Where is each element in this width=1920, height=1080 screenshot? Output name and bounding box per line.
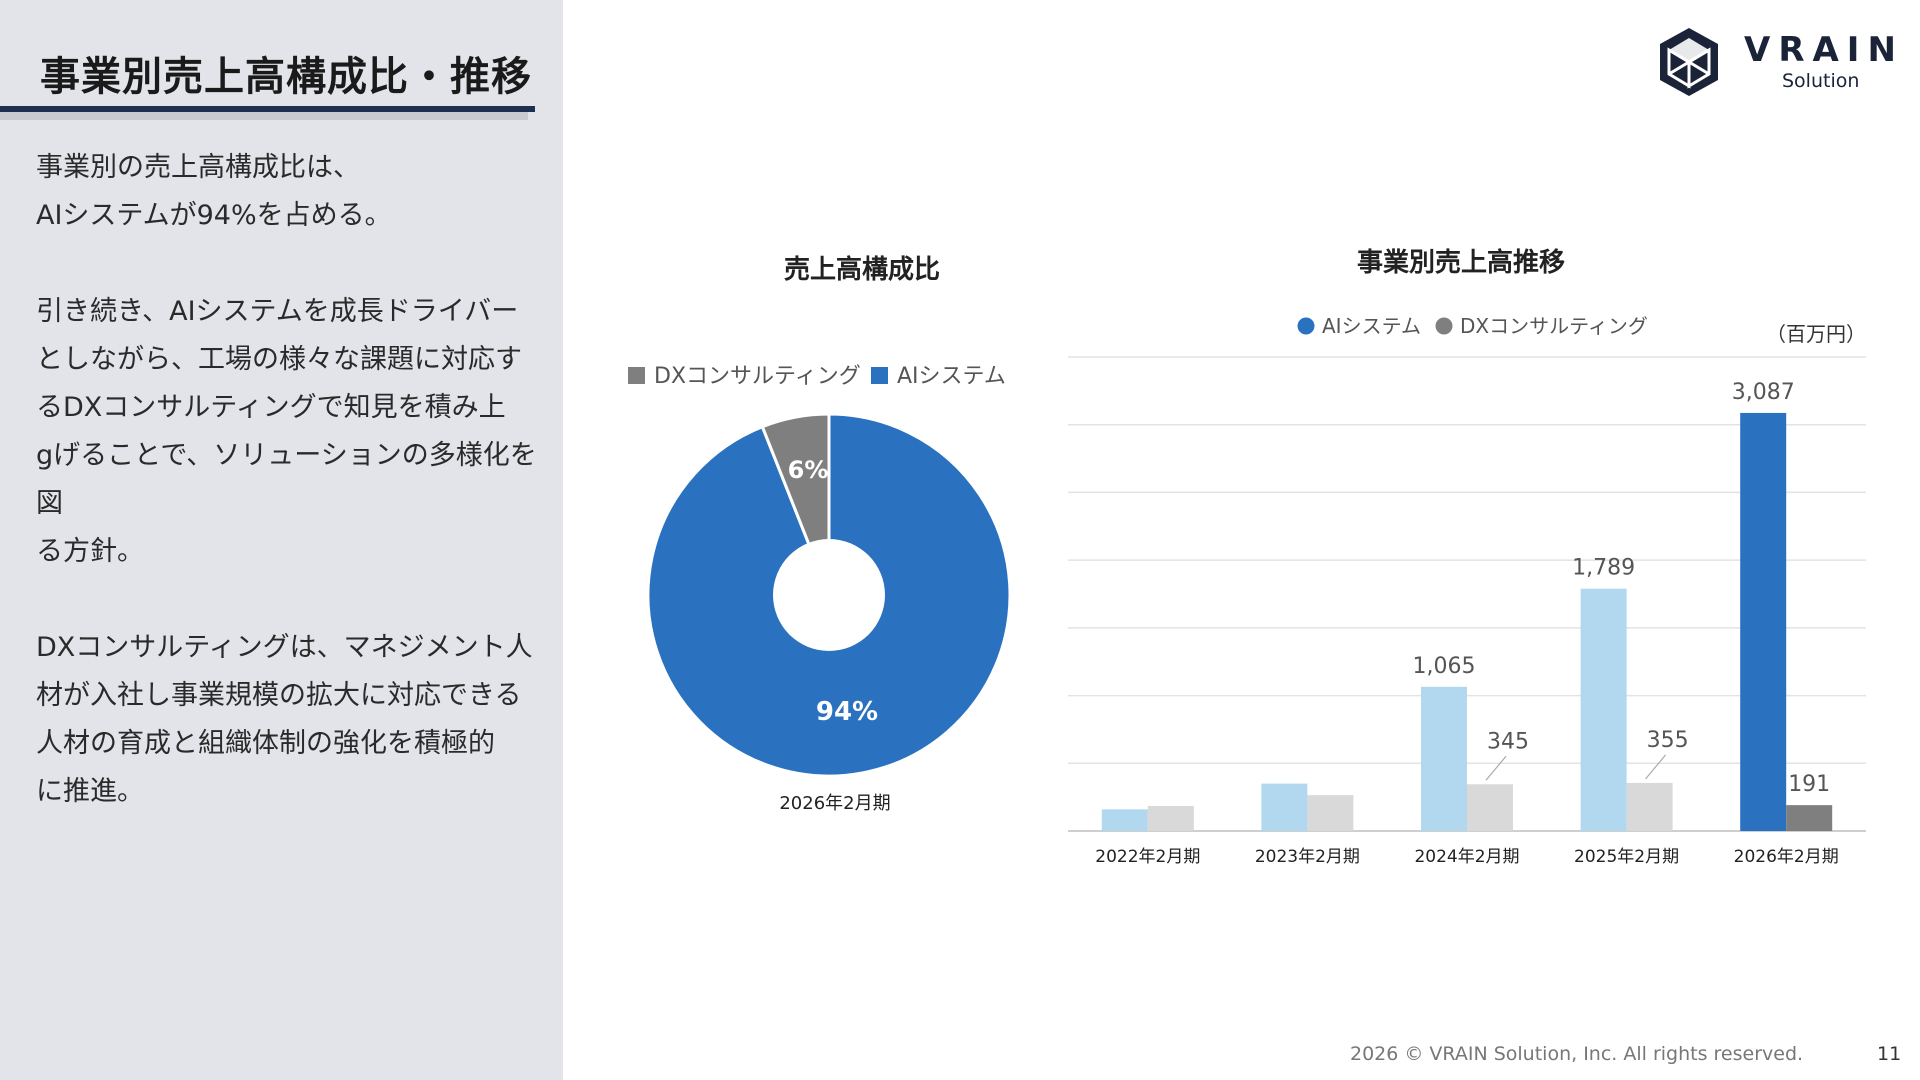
- bar-value-label: 3,087: [1732, 380, 1795, 405]
- logo-sub: Solution: [1782, 70, 1860, 92]
- bar-label-leader: [1645, 754, 1667, 780]
- bar-value-label: 355: [1647, 728, 1689, 753]
- pie-chart-title: 売上高構成比: [784, 254, 940, 285]
- vrain-logo-icon: [1660, 28, 1718, 96]
- description-paragraph-2: 引き続き、AIシステムを成長ドライバー としながら、工場の様々な課題に対応す る…: [36, 296, 537, 567]
- bar-value-label: 1,065: [1413, 654, 1476, 679]
- bar-dx-3: [1626, 782, 1673, 831]
- pie-legend-label-ai: AIシステム: [897, 364, 1006, 389]
- bar-category-label: 2024年2月期: [1414, 847, 1519, 867]
- bar-label-leader: [1485, 755, 1507, 781]
- bar-legend-label-ai: AIシステム: [1322, 314, 1421, 338]
- bar-value-label: 1,789: [1572, 556, 1635, 581]
- footer-copyright: 2026 © VRAIN Solution, Inc. All rights r…: [1350, 1043, 1804, 1065]
- pie-xlabel: 2026年2月期: [779, 793, 890, 814]
- bar-category-label: 2026年2月期: [1734, 847, 1839, 867]
- pie-legend-swatch-ai: [871, 367, 888, 384]
- page-number: 11: [1877, 1043, 1902, 1065]
- bar-ai-0: [1101, 809, 1148, 831]
- pie-legend-label-dx: DXコンサルティング: [654, 364, 861, 389]
- pie-legend-swatch-dx: [628, 367, 645, 384]
- company-logo: VRAIN Solution: [1656, 26, 1896, 102]
- bar-dx-0: [1147, 805, 1194, 831]
- bar-dx-1: [1307, 795, 1354, 831]
- description-paragraph-3: DXコンサルティングは、マネジメント人 材が入社し事業規模の拡大に対応できる 人…: [36, 632, 533, 807]
- bar-dx-4: [1786, 805, 1833, 831]
- logo-name: VRAIN: [1744, 30, 1904, 70]
- pie-hole: [773, 539, 885, 651]
- bar-legend-label-dx: DXコンサルティング: [1460, 314, 1648, 338]
- bar-ai-1: [1261, 783, 1308, 831]
- page-title: 事業別売上高構成比・推移: [40, 54, 532, 100]
- bar-ai-2: [1421, 686, 1467, 831]
- bar-value-label: 191: [1788, 772, 1830, 797]
- pie-label-ai: 94%: [816, 697, 878, 727]
- left-panel: 事業別売上高構成比・推移 事業別の売上高構成比は、 AIシステムが94%を占める…: [0, 0, 563, 1080]
- bar-category-label: 2022年2月期: [1095, 847, 1200, 867]
- bar-dx-2: [1467, 784, 1513, 831]
- bar-category-label: 2025年2月期: [1574, 847, 1679, 867]
- bar-legend-dot-ai: [1297, 317, 1315, 335]
- bar-value-label: 345: [1487, 729, 1529, 754]
- description: 事業別の売上高構成比は、 AIシステムが94%を占める。 引き続き、AIシステム…: [36, 144, 546, 864]
- bar-category-label: 2023年2月期: [1255, 847, 1360, 867]
- bar-chart-title: 事業別売上高推移: [1357, 247, 1565, 278]
- bar-unit-label: （百万円）: [1766, 322, 1866, 346]
- bar-ai-3: [1580, 588, 1627, 831]
- description-paragraph-1: 事業別の売上高構成比は、 AIシステムが94%を占める。: [36, 152, 392, 231]
- bar-ai-4: [1740, 412, 1787, 831]
- pie-label-dx: 6%: [788, 456, 829, 484]
- bar-legend-dot-dx: [1435, 317, 1453, 335]
